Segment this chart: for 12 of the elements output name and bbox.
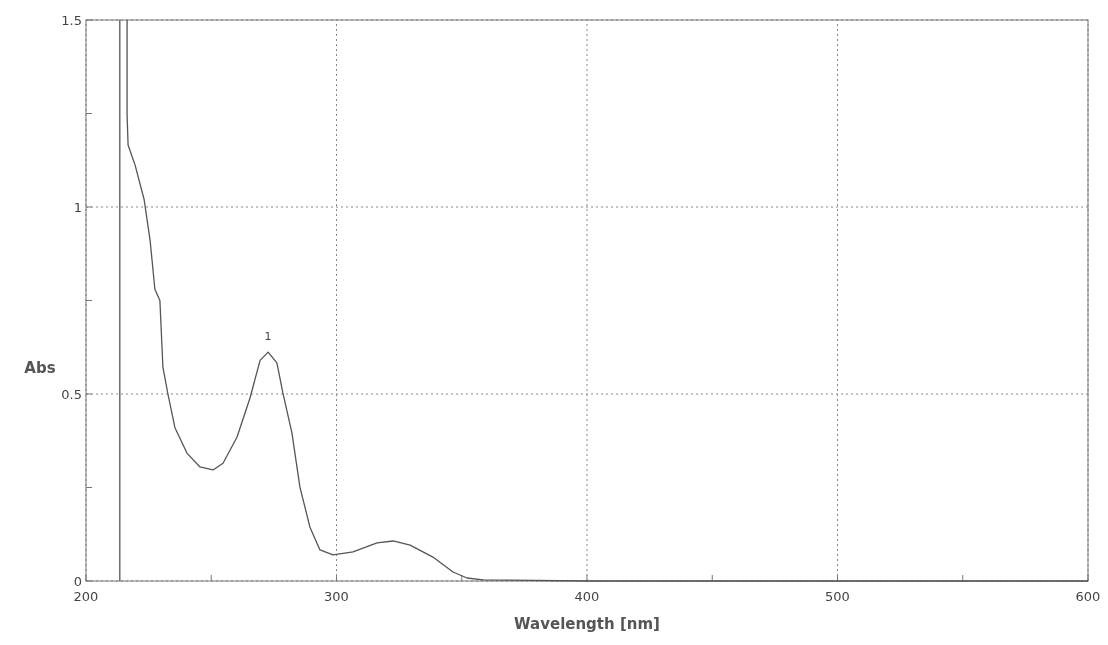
x-tick-label: 200 [73, 589, 99, 604]
y-tick-label: 0 [73, 574, 82, 589]
y-axis-title: Abs [24, 359, 56, 378]
x-tick-label: 400 [574, 589, 600, 604]
annotation: 1 [264, 330, 272, 344]
x-tick-label: 500 [825, 589, 850, 604]
x-axis-title: Wavelength [nm] [514, 615, 660, 633]
x-tick-label: 600 [1075, 589, 1101, 604]
y-tick-label: 1 [73, 200, 82, 215]
y-tick-label: 1.5 [61, 13, 82, 28]
y-tick-label: 0.5 [61, 387, 82, 402]
x-tick-label: 300 [324, 589, 349, 604]
